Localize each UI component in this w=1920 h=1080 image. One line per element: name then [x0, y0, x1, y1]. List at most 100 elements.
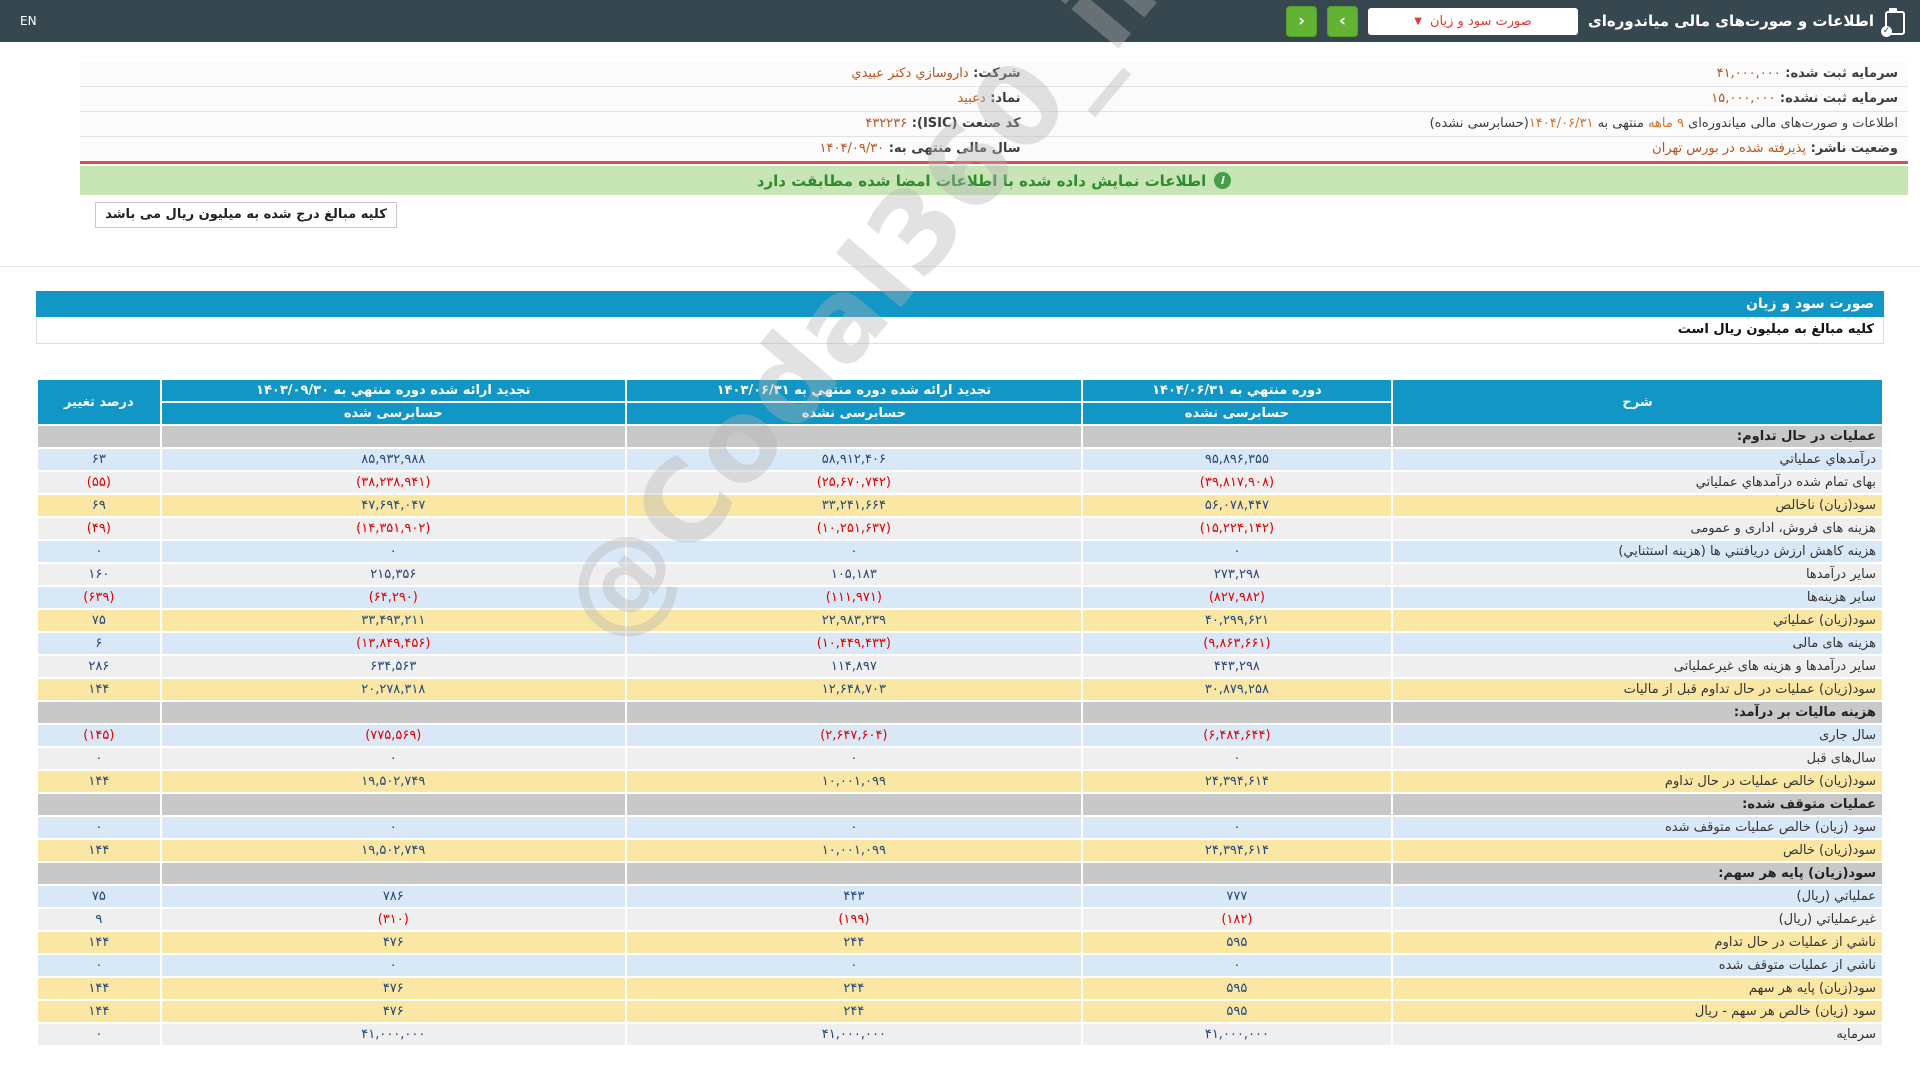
empty-cell — [624, 700, 1083, 725]
row-label-cell: غیرعملیاتي (ریال) — [1390, 907, 1885, 932]
empty-cell — [159, 424, 627, 449]
percent-change-cell: (۱۴۵) — [36, 723, 162, 748]
value-cell-current: (۹,۸۶۳,۶۶۱) — [1080, 631, 1393, 656]
value-cell-restated-annual: ۴۷۶ — [159, 930, 627, 955]
value-cell-restated-mid: (۲,۶۴۷,۶۰۴) — [624, 723, 1083, 748]
numeric-value: ۰ — [95, 820, 103, 835]
company-info-row: کد صنعت (ISIC): ۴۳۲۲۳۶ — [80, 112, 1031, 137]
numeric-value: ۲۰,۲۷۸,۳۱۸ — [361, 682, 426, 697]
empty-cell — [36, 700, 162, 725]
numeric-value: ۲۴,۳۹۴,۶۱۴ — [1204, 843, 1269, 858]
numeric-value: ۱۴۴ — [88, 1004, 110, 1019]
data-row: سود(زیان) خالص ۲۴,۳۹۴,۶۱۴ ۱۰,۰۰۱,۰۹۹ ۱۹,۵۰۲… — [36, 838, 1885, 863]
section-header-row: سود(زیان) پایه هر سهم: — [36, 861, 1885, 886]
numeric-value: ۱۹,۵۰۲,۷۴۹ — [361, 843, 426, 858]
row-label-cell: ناشي از عملیات در حال تداوم — [1390, 930, 1885, 955]
numeric-value: (۱۹۹) — [838, 912, 870, 927]
percent-change-cell: ۰ — [36, 815, 162, 840]
period-text-part: ۱۴۰۴/۰۶/۳۱ — [1528, 116, 1594, 131]
language-toggle-en[interactable]: EN — [20, 14, 37, 28]
value-cell-restated-annual: ۰ — [159, 539, 627, 564]
data-row: سال جاری (۶,۴۸۴,۶۴۴) (۲,۶۴۷,۶۰۴) (۷۷۵,۵۶۹) (… — [36, 723, 1885, 748]
numeric-value: ۱۴۴ — [88, 935, 110, 950]
row-label-cell: بهای تمام شده درآمدهاي عملياتي — [1390, 470, 1885, 495]
info-field-label: سال مالی منتهی به: — [884, 141, 1021, 156]
company-info-table: شرکت: داروسازي دکتر عبيدي نماد: دعبيد کد ص… — [80, 62, 1908, 164]
row-label-cell: سایر درآمدها — [1390, 562, 1885, 587]
numeric-value: ۰ — [389, 544, 397, 559]
company-info-left-column: سرمایه ثبت شده: ۴۱,۰۰۰,۰۰۰ سرمایه ثبت نشد… — [1030, 62, 1908, 161]
row-label-cell: سرمایه — [1390, 1022, 1885, 1047]
dropdown-selected-value: صورت سود و زیان — [1430, 13, 1532, 29]
data-row: سایر هزینه‌ها (۸۲۷,۹۸۲) (۱۱۱,۹۷۱) (۶۴,۲۹۰) (… — [36, 585, 1885, 610]
numeric-value: ۰ — [95, 958, 103, 973]
numeric-value: ۰ — [1233, 958, 1241, 973]
numeric-value: (۱۰,۴۴۹,۴۳۳) — [816, 636, 891, 651]
numeric-value: ۲۴۴ — [843, 935, 865, 950]
row-label-cell: سود(زیان) عملیاتي — [1390, 608, 1885, 633]
next-statement-button[interactable]: › — [1327, 5, 1359, 37]
numeric-value: ۳۳,۴۹۳,۲۱۱ — [361, 613, 426, 628]
numeric-value: ۰ — [1233, 544, 1241, 559]
numeric-value: (۵۵) — [86, 475, 111, 490]
empty-cell — [624, 792, 1083, 817]
numeric-value: (۷۷۵,۵۶۹) — [365, 728, 422, 743]
value-cell-current: ۲۷۳,۲۹۸ — [1080, 562, 1393, 587]
value-cell-restated-annual: ۲۰,۲۷۸,۳۱۸ — [159, 677, 627, 702]
empty-cell — [159, 792, 627, 817]
numeric-value: ۲۱۵,۳۵۶ — [370, 567, 417, 582]
numeric-value: (۱۳,۸۴۹,۴۵۶) — [356, 636, 431, 651]
prev-statement-button[interactable]: ‹ — [1286, 5, 1318, 37]
value-cell-restated-mid: (۱۰,۴۴۹,۴۳۳) — [624, 631, 1083, 656]
data-row: سود(زیان) ناخالص ۵۶,۰۷۸,۴۴۷ ۳۳,۲۴۱,۶۶۴ ۴۷,۶… — [36, 493, 1885, 518]
numeric-value: (۶۳۹) — [83, 590, 115, 605]
info-field-value: دعبيد — [957, 91, 986, 106]
col-header-period-restated-annual: تجدید ارائه شده دوره منتهي به ۱۴۰۳/۰۹/۳۰ — [159, 378, 627, 403]
numeric-value: ۴۱,۰۰۰,۰۰۰ — [1204, 1027, 1269, 1042]
col-subheader-audited: حسابرسی شده — [159, 401, 627, 426]
company-info-row: وضعیت ناشر: پذیرفته شده در بورس تهران — [1030, 137, 1908, 161]
percent-change-cell: ۹ — [36, 907, 162, 932]
numeric-value: ۱۴۴ — [88, 774, 110, 789]
value-cell-restated-mid: (۱۰,۲۵۱,۶۳۷) — [624, 516, 1083, 541]
numeric-value: ۰ — [850, 751, 858, 766]
value-cell-current: ۴۰,۲۹۹,۶۲۱ — [1080, 608, 1393, 633]
statement-unit-note: کلیه مبالغ به میلیون ریال است — [36, 317, 1884, 344]
numeric-value: ۰ — [95, 751, 103, 766]
info-field-label: نماد: — [985, 91, 1021, 106]
company-info-row: سرمایه ثبت شده: ۴۱,۰۰۰,۰۰۰ — [1030, 62, 1908, 87]
data-row: بهای تمام شده درآمدهاي عملياتي (۳۹,۸۱۷,۹۰… — [36, 470, 1885, 495]
value-cell-current: ۵۹۵ — [1080, 930, 1393, 955]
row-label-cell: سود(زیان) عملیات در حال تداوم قبل از مال… — [1390, 677, 1885, 702]
empty-cell — [159, 861, 627, 886]
value-cell-restated-mid: ۴۴۳ — [624, 884, 1083, 909]
empty-cell — [159, 700, 627, 725]
value-cell-current: ۹۵,۸۹۶,۳۵۵ — [1080, 447, 1393, 472]
value-cell-restated-annual: ۰ — [159, 953, 627, 978]
info-field-value: ۱۵,۰۰۰,۰۰۰ — [1711, 91, 1776, 106]
numeric-value: ۰ — [1233, 820, 1241, 835]
value-cell-restated-mid: ۰ — [624, 539, 1083, 564]
value-cell-restated-mid: (۲۵,۶۷۰,۷۴۲) — [624, 470, 1083, 495]
numeric-value: ۵۶,۰۷۸,۴۴۷ — [1204, 498, 1269, 513]
statement-title-bar: صورت سود و زیان — [36, 291, 1884, 317]
percent-change-cell: ۰ — [36, 953, 162, 978]
numeric-value: ۰ — [389, 958, 397, 973]
value-cell-restated-annual: ۸۵,۹۳۲,۹۸۸ — [159, 447, 627, 472]
col-header-percent-change: درصد تغییر — [36, 378, 162, 426]
empty-cell — [36, 792, 162, 817]
percent-change-cell: ۰ — [36, 539, 162, 564]
numeric-value: ۶۹ — [91, 498, 106, 513]
statement-type-dropdown[interactable]: صورت سود و زیان ▼ — [1368, 7, 1579, 35]
numeric-value: (۶۴,۲۹۰) — [368, 590, 418, 605]
value-cell-restated-mid: ۴۱,۰۰۰,۰۰۰ — [624, 1022, 1083, 1047]
empty-cell — [36, 861, 162, 886]
numeric-value: ۰ — [95, 544, 103, 559]
header-row-1: شرح دوره منتهي به ۱۴۰۴/۰۶/۳۱ تجدید ارائه… — [36, 378, 1885, 426]
numeric-value: (۹,۸۶۳,۶۶۱) — [1203, 636, 1271, 651]
numeric-value: ۹ — [95, 912, 103, 927]
numeric-value: ۴۷۶ — [382, 1004, 404, 1019]
value-cell-restated-mid: ۲۲,۹۸۳,۲۳۹ — [624, 608, 1083, 633]
numeric-value: (۳۸,۲۳۸,۹۴۱) — [356, 475, 431, 490]
data-row: سود (زیان) خالص عملیات متوقف شده ۰ ۰ ۰ ۰ — [36, 815, 1885, 840]
